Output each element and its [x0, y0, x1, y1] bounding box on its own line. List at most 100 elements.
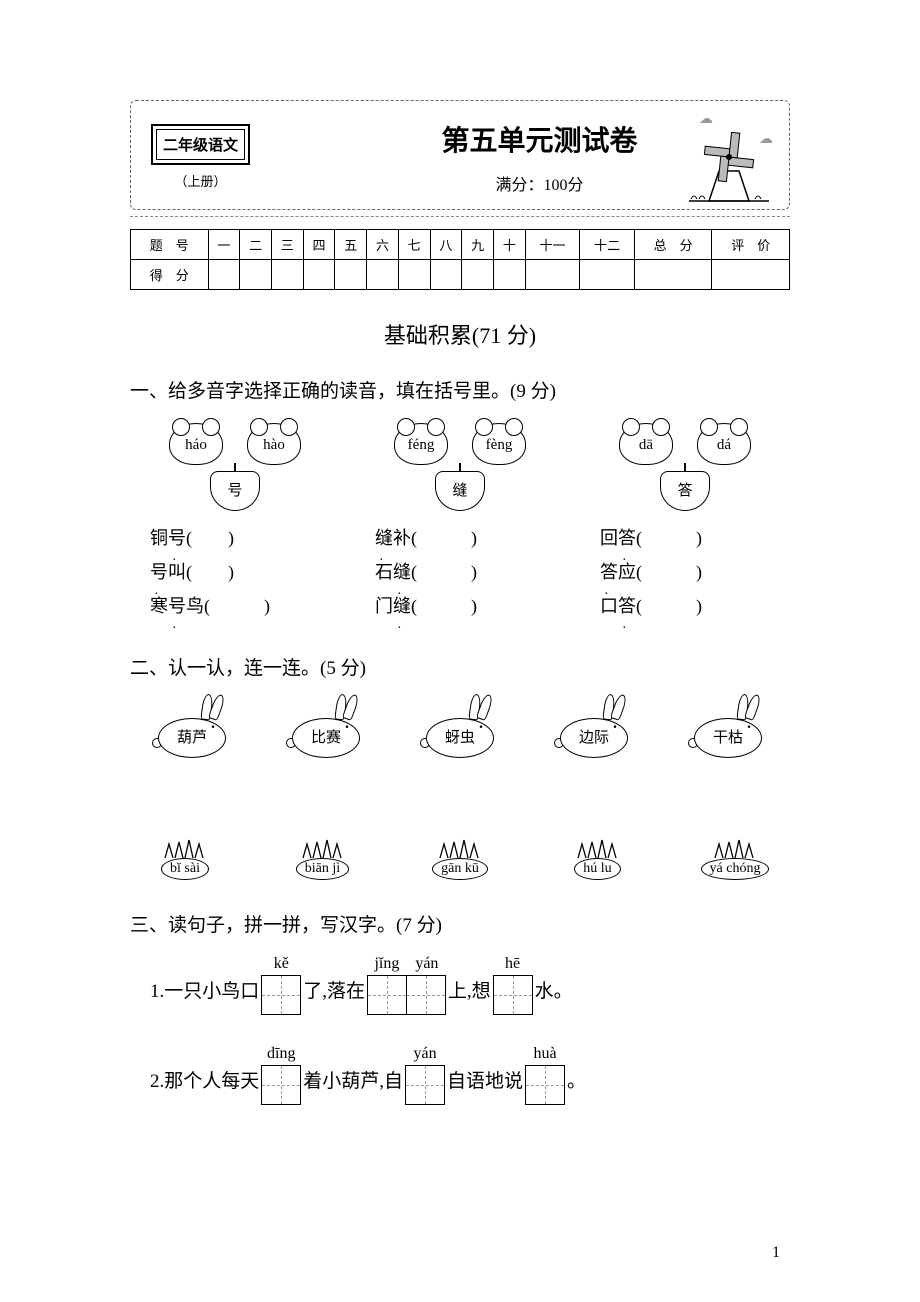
header-box: 二年级语文 （上册） 第五单元测试卷 满分：100分 ☁ ☁ — [130, 100, 790, 210]
q2-grass-row: bǐ sài biān jì gān kū hú lu yá chóng — [130, 838, 790, 880]
score-header-cell: 七 — [398, 230, 430, 260]
score-cell — [462, 260, 494, 290]
score-header-cell: 题 号 — [131, 230, 209, 260]
q1-group: dā dá 答回答( )答应( )口答( ) — [590, 421, 780, 623]
page-number: 1 — [772, 1244, 780, 1262]
grass-item: bǐ sài — [140, 838, 230, 880]
q1-word-line: 口答( ) — [600, 589, 780, 623]
score-cell — [430, 260, 462, 290]
q3-lines: 1.一只小鸟口kě了,落在jǐng yán上,想hē水。2.那个人每天dīng着… — [130, 955, 790, 1105]
q1-word-line: 回答( ) — [600, 521, 780, 555]
pinyin-label: huà — [533, 1045, 556, 1063]
q1-word-line: 号叫( ) — [150, 555, 330, 589]
score-header-cell: 十 — [493, 230, 525, 260]
score-cell — [367, 260, 399, 290]
rabbit-item: 干枯. — [688, 698, 768, 758]
book-level: 二年级语文 — [156, 129, 245, 160]
q1-word-line: 答应( ) — [600, 555, 780, 589]
q3-text: 上,想 — [448, 969, 491, 1015]
tianzi-box — [493, 975, 533, 1015]
score-cell — [335, 260, 367, 290]
tianzi-box — [406, 975, 446, 1015]
pinyin-label: jǐng yán — [374, 955, 438, 973]
tianzi-box — [525, 1065, 565, 1105]
tianzi-box — [367, 975, 407, 1015]
score-cell — [580, 260, 635, 290]
q3-text: 自语地说 — [447, 1059, 523, 1105]
pinyin-leaf: fèng — [472, 423, 526, 465]
q2-title: 二、认一认，连一连。(5 分) — [130, 653, 790, 680]
tianzi-group: yán — [405, 1045, 445, 1105]
pinyin-label: kě — [274, 955, 289, 973]
char-leaf: 缝 — [435, 471, 485, 511]
q3-text: 。 — [567, 1059, 586, 1105]
pinyin-leaf: hào — [247, 423, 301, 465]
score-header-cell: 一 — [208, 230, 240, 260]
grass-item: yá chóng — [690, 838, 780, 880]
score-cell — [208, 260, 240, 290]
score-cell — [398, 260, 430, 290]
q1-group: féng fèng 缝缝补( )石缝( )门缝( ) — [365, 421, 555, 623]
rabbit-item: 蚜虫. — [420, 698, 500, 758]
char-leaf: 号 — [210, 471, 260, 511]
separator — [130, 216, 790, 217]
rabbit-item: 边际. — [554, 698, 634, 758]
q3-line: 2.那个人每天dīng着小葫芦,自yán自语地说huà。 — [150, 1045, 790, 1105]
tianzi-group: hē — [493, 955, 533, 1015]
section-head: 基础积累(71 分) — [130, 318, 790, 350]
rabbit-item: 葫芦. — [152, 698, 232, 758]
q1-word-line: 寒号鸟( ) — [150, 589, 330, 623]
score-header-cell: 八 — [430, 230, 462, 260]
pinyin-label: dīng — [267, 1045, 295, 1063]
pinyin-label: hē — [505, 955, 520, 973]
q1-title: 一、给多音字选择正确的读音，填在括号里。(9 分) — [130, 376, 790, 403]
score-cell — [493, 260, 525, 290]
pinyin-label: yán — [413, 1045, 436, 1063]
q1-word-line: 缝补( ) — [375, 521, 555, 555]
q3-title: 三、读句子，拼一拼，写汉字。(7 分) — [130, 910, 790, 937]
score-header-cell: 二 — [240, 230, 272, 260]
q1-group: háo hào 号铜号( )号叫( )寒号鸟( ) — [140, 421, 330, 623]
q3-text: 水。 — [535, 969, 573, 1015]
book-label: 二年级语文 （上册） — [151, 124, 250, 190]
q3-text: 着小葫芦,自 — [303, 1059, 403, 1105]
tianzi-group: jǐng yán — [367, 955, 446, 1015]
q3-text: 一只小鸟口 — [164, 969, 259, 1015]
tianzi-box — [261, 975, 301, 1015]
tianzi-group: dīng — [261, 1045, 301, 1105]
rabbit-item: 比赛. — [286, 698, 366, 758]
score-cell — [634, 260, 712, 290]
q3-line: 1.一只小鸟口kě了,落在jǐng yán上,想hē水。 — [150, 955, 790, 1015]
score-table: 题 号一二三四五六七八九十十一十二总 分评 价 得 分 — [130, 229, 790, 290]
q1-row: háo hào 号铜号( )号叫( )寒号鸟( ) féng fèng 缝缝补(… — [130, 421, 790, 623]
tianzi-group: kě — [261, 955, 301, 1015]
score-header-cell: 十二 — [580, 230, 635, 260]
score-header-cell: 十一 — [525, 230, 580, 260]
q3-text: 了,落在 — [303, 969, 365, 1015]
pinyin-leaf: háo — [169, 423, 223, 465]
q1-word-line: 门缝( ) — [375, 589, 555, 623]
score-row2-label: 得 分 — [131, 260, 209, 290]
score-header-cell: 六 — [367, 230, 399, 260]
grass-item: biān jì — [278, 838, 368, 880]
score-header-cell: 三 — [271, 230, 303, 260]
windmill-decoration: ☁ ☁ — [669, 107, 779, 203]
score-cell — [271, 260, 303, 290]
score-header-cell: 四 — [303, 230, 335, 260]
score-cell — [303, 260, 335, 290]
pinyin-leaf: féng — [394, 423, 448, 465]
score-header-cell: 五 — [335, 230, 367, 260]
score-cell — [712, 260, 790, 290]
score-header-cell: 总 分 — [634, 230, 712, 260]
score-header-cell: 评 价 — [712, 230, 790, 260]
q3-text: 那个人每天 — [164, 1059, 259, 1105]
q2-rabbits-row: 葫芦. 比赛. 蚜虫. 边际. 干枯. — [130, 698, 790, 758]
tianzi-box — [405, 1065, 445, 1105]
tianzi-group: huà — [525, 1045, 565, 1105]
q1-word-line: 铜号( ) — [150, 521, 330, 555]
grass-item: hú lu — [553, 838, 643, 880]
tianzi-box — [261, 1065, 301, 1105]
score-header-cell: 九 — [462, 230, 494, 260]
pinyin-leaf: dá — [697, 423, 751, 465]
pinyin-leaf: dā — [619, 423, 673, 465]
